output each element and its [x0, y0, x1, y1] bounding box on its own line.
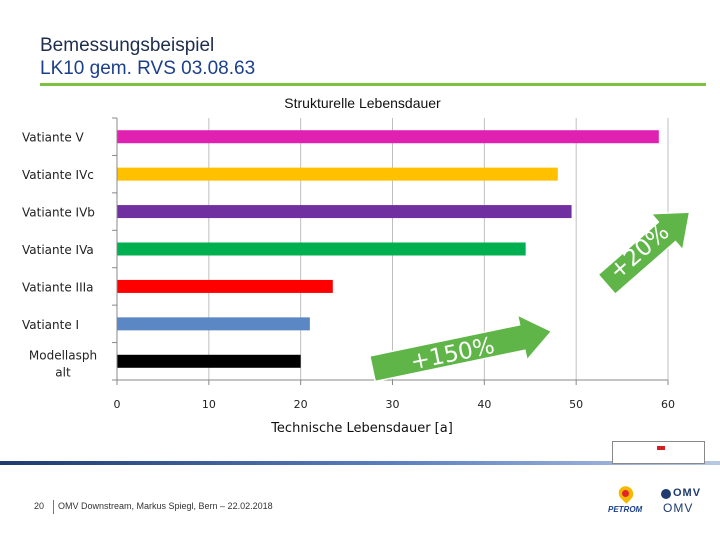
- bar-chart: Strukturelle Lebensdauer 0 10 20 30 40 50 60 Vat…: [22, 95, 691, 436]
- x-axis-label: Technische Lebensdauer [a]: [270, 421, 453, 436]
- category-label: Vatiante I: [22, 318, 79, 332]
- x-tick-label: 0: [114, 398, 121, 411]
- stamp-mark-icon: [657, 446, 665, 450]
- slide-title: Bemessungsbeispiel: [40, 35, 215, 56]
- university-stamp-logo: [612, 441, 705, 464]
- category-label: Vatiante IVc: [22, 168, 94, 182]
- x-tick-label: 10: [202, 398, 216, 411]
- bar: [117, 167, 558, 181]
- bar: [117, 130, 659, 144]
- slide-subtitle: LK10 gem. RVS 03.08.63: [40, 58, 256, 79]
- footer-text: OMV Downstream, Markus Spiegl, Bern – 22…: [58, 501, 273, 511]
- bar: [117, 279, 333, 293]
- bar: [117, 354, 301, 368]
- category-label: Vatiante IIIa: [22, 280, 94, 294]
- category-label: Vatiante IVa: [22, 243, 94, 257]
- omv-wordmark-top: OMV: [673, 487, 702, 499]
- bar: [117, 317, 310, 331]
- x-tick-label: 30: [386, 398, 400, 411]
- x-tick-label: 20: [294, 398, 308, 411]
- footer-rule: [0, 461, 720, 465]
- increase-arrow-150: [368, 313, 553, 383]
- x-tick-label: 50: [569, 398, 583, 411]
- x-tick-label: 60: [661, 398, 675, 411]
- x-tick-label: 40: [477, 398, 491, 411]
- omv-wordmark-bottom: OMV: [663, 501, 694, 515]
- bar: [117, 205, 572, 219]
- chart-title: Strukturelle Lebensdauer: [284, 95, 441, 111]
- petrom-dot-icon: [622, 490, 629, 497]
- title-block: Bemessungsbeispiel LK10 gem. RVS 03.08.6…: [40, 34, 255, 80]
- omv-logo: OMV OMV: [660, 486, 702, 516]
- omv-circle-icon: [661, 489, 671, 499]
- footer-divider: [53, 500, 54, 514]
- title-underline: [40, 83, 706, 86]
- category-label: Vatiante IVb: [22, 206, 95, 220]
- category-label: Vatiante V: [22, 131, 85, 145]
- petrom-logo: PETROM: [606, 483, 646, 516]
- category-label: Modellasph alt: [29, 348, 97, 379]
- petrom-wordmark: PETROM: [608, 505, 643, 514]
- increase-arrow-20: [597, 211, 691, 296]
- page-number: 20: [34, 501, 45, 511]
- bar: [117, 242, 526, 256]
